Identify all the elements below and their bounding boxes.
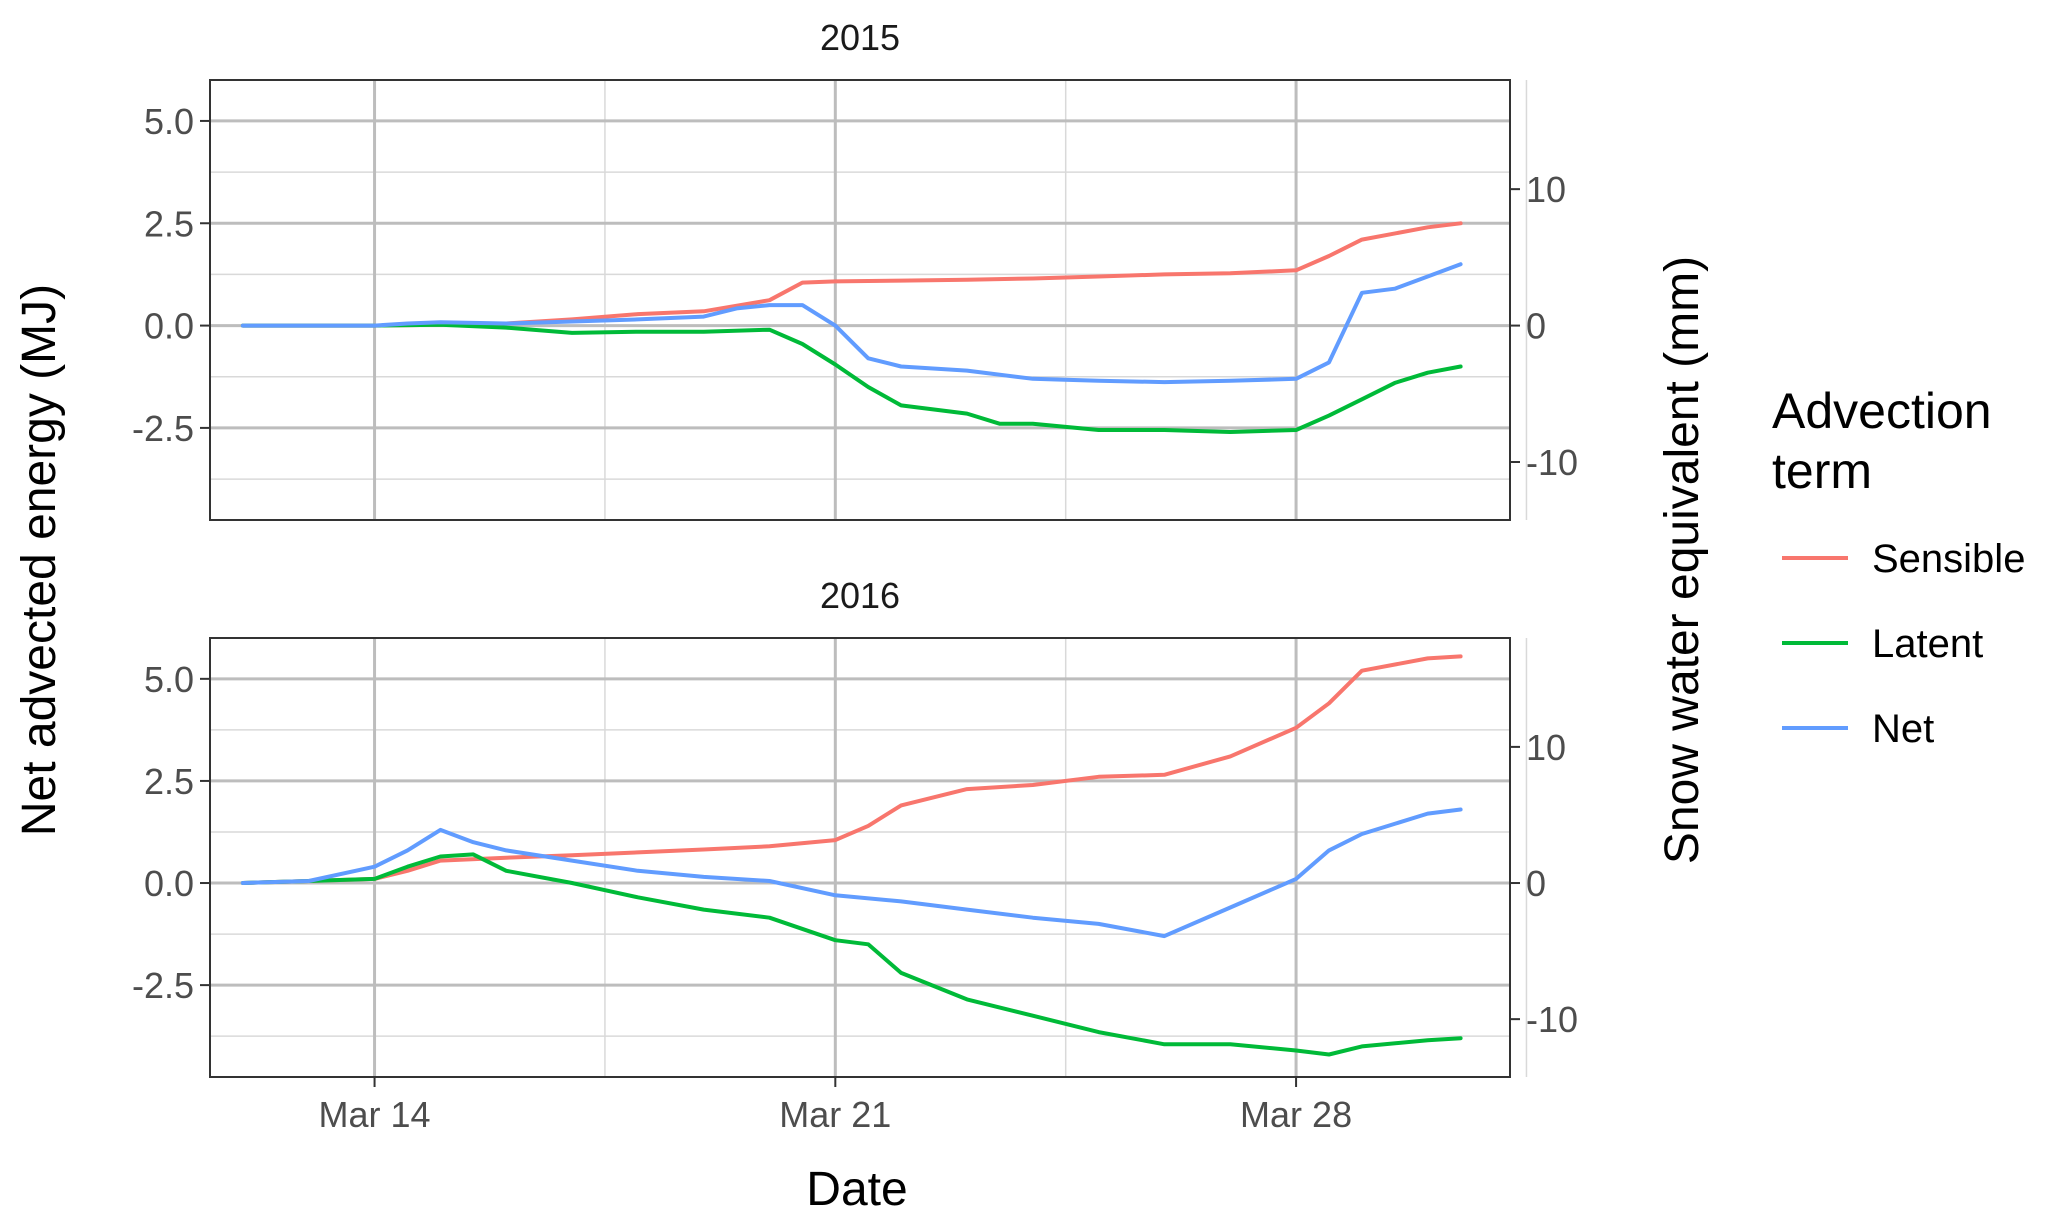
x-tick-label: Mar 14 <box>319 1094 431 1135</box>
series-line-net <box>240 807 1463 939</box>
y-tick-label: -2.5 <box>132 408 194 449</box>
y2-tick-label: -10 <box>1526 999 1578 1040</box>
legend-label: Latent <box>1872 622 1983 666</box>
series-line-latent <box>240 852 1463 1057</box>
panel-title: 2015 <box>820 17 900 58</box>
y-tick-label: 0.0 <box>144 863 194 904</box>
legend-title-line-1: Advection <box>1772 383 1992 439</box>
secondary-y-axis-title: Snow water equivalent (mm) <box>1656 256 1709 864</box>
y2-tick-label: 10 <box>1526 727 1566 768</box>
legend-entry-net: Net <box>1782 707 1934 751</box>
y-axis-title: Net advected energy (MJ) <box>13 284 66 836</box>
panel-title: 2016 <box>820 575 900 616</box>
y2-tick-label: 10 <box>1526 169 1566 210</box>
legend-entry-latent: Latent <box>1782 622 1983 666</box>
y2-tick-label: 0 <box>1526 306 1546 347</box>
y-tick-label: 2.5 <box>144 203 194 244</box>
y2-tick-label: -10 <box>1526 442 1578 483</box>
legend: Advection term Sensible Latent Net <box>1772 383 2025 751</box>
x-tick-label: Mar 28 <box>1240 1094 1352 1135</box>
y-tick-label: -2.5 <box>132 965 194 1006</box>
y-tick-label: 5.0 <box>144 101 194 142</box>
legend-entries: Sensible Latent Net <box>1782 537 2025 751</box>
y-tick-label: 5.0 <box>144 659 194 700</box>
legend-title-line-2: term <box>1772 443 1872 499</box>
legend-label: Net <box>1872 707 1934 751</box>
series-line-latent <box>240 322 1463 434</box>
panel-border <box>209 637 1511 1078</box>
y2-tick-label: 0 <box>1526 863 1546 904</box>
series-line-sensible <box>240 654 1463 885</box>
facet-panels: 2015 -2.5 0.0 2.5 5.0 -10 0 10 2016 -2.5 0.0 2.5 5.0… <box>132 17 1578 1078</box>
series-line-net <box>240 262 1463 385</box>
legend-entry-sensible: Sensible <box>1782 537 2025 581</box>
x-tick-label: Mar 21 <box>779 1094 891 1135</box>
panel-2016: 2016 -2.5 0.0 2.5 5.0 -10 0 10 <box>132 575 1578 1078</box>
legend-label: Sensible <box>1872 537 2025 581</box>
grid <box>210 638 1528 1077</box>
panel-2015: 2015 -2.5 0.0 2.5 5.0 -10 0 10 <box>132 17 1578 521</box>
y-tick-label: 0.0 <box>144 306 194 347</box>
grid <box>210 80 1528 520</box>
y-tick-label: 2.5 <box>144 761 194 802</box>
x-axis-ticks: Mar 14 Mar 21 Mar 28 <box>319 1077 1352 1135</box>
shared-axes: Mar 14 Mar 21 Mar 28 Date Net advected ene… <box>13 256 1709 1216</box>
x-axis-title: Date <box>806 1163 907 1216</box>
panel-border <box>209 79 1511 521</box>
